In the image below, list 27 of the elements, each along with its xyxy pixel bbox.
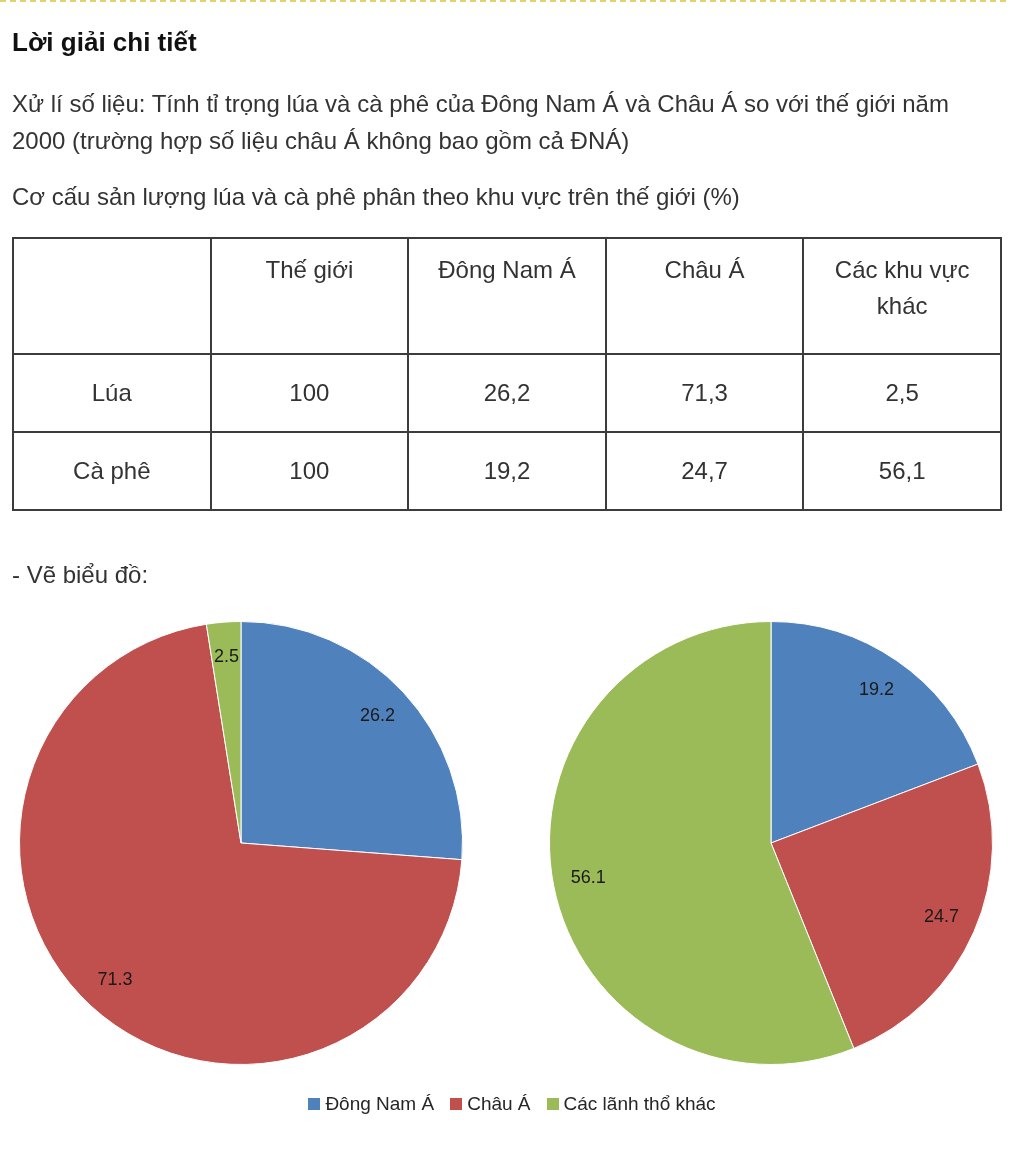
text: Lời giải chi tiết xyxy=(12,26,198,59)
chart-title: - Vẽ biểu đồ: xyxy=(12,560,149,590)
text: Xử lí số liệu: Tính tỉ trọng lúa và cà phê của Đông Nam Á và Châu Á so với thế giới năm 2000 (trường hợp số liệu châu Á không bao gồm cả ĐNÁ) xyxy=(12,89,950,156)
data-label: 100 xyxy=(210,354,409,432)
category-label: Các khu vực khác xyxy=(803,238,1001,354)
data-label: 56.1 xyxy=(570,867,606,888)
data-label: 19,2 xyxy=(408,432,606,510)
category-label: Đông Nam Á xyxy=(408,238,606,354)
text: Lúa xyxy=(13,354,211,432)
data-label: 24.7 xyxy=(924,906,960,927)
data-label: 56,1 xyxy=(803,432,1001,510)
text: Cà phê xyxy=(13,432,211,510)
category-label: Thế giới xyxy=(210,238,409,354)
data-label: 26.2 xyxy=(359,705,395,726)
legend-label: Đông Nam Á xyxy=(325,1093,435,1115)
data-label: 26,2 xyxy=(408,354,606,432)
legend-label: Châu Á xyxy=(467,1093,531,1115)
data-label: 2,5 xyxy=(803,354,1001,432)
data-label: 71,3 xyxy=(605,354,804,432)
data-label: 100 xyxy=(210,432,409,510)
data-label: 71.3 xyxy=(97,968,133,989)
text: Cơ cấu sản lượng lúa và cà phê phân theo khu vực trên thế giới (%) xyxy=(12,182,741,212)
data-label: 2.5 xyxy=(213,646,239,667)
legend-label: Các lãnh thổ khác xyxy=(563,1093,716,1115)
data-label: 24,7 xyxy=(605,432,804,510)
category-label: Châu Á xyxy=(605,238,804,354)
data-label: 19.2 xyxy=(859,678,895,699)
